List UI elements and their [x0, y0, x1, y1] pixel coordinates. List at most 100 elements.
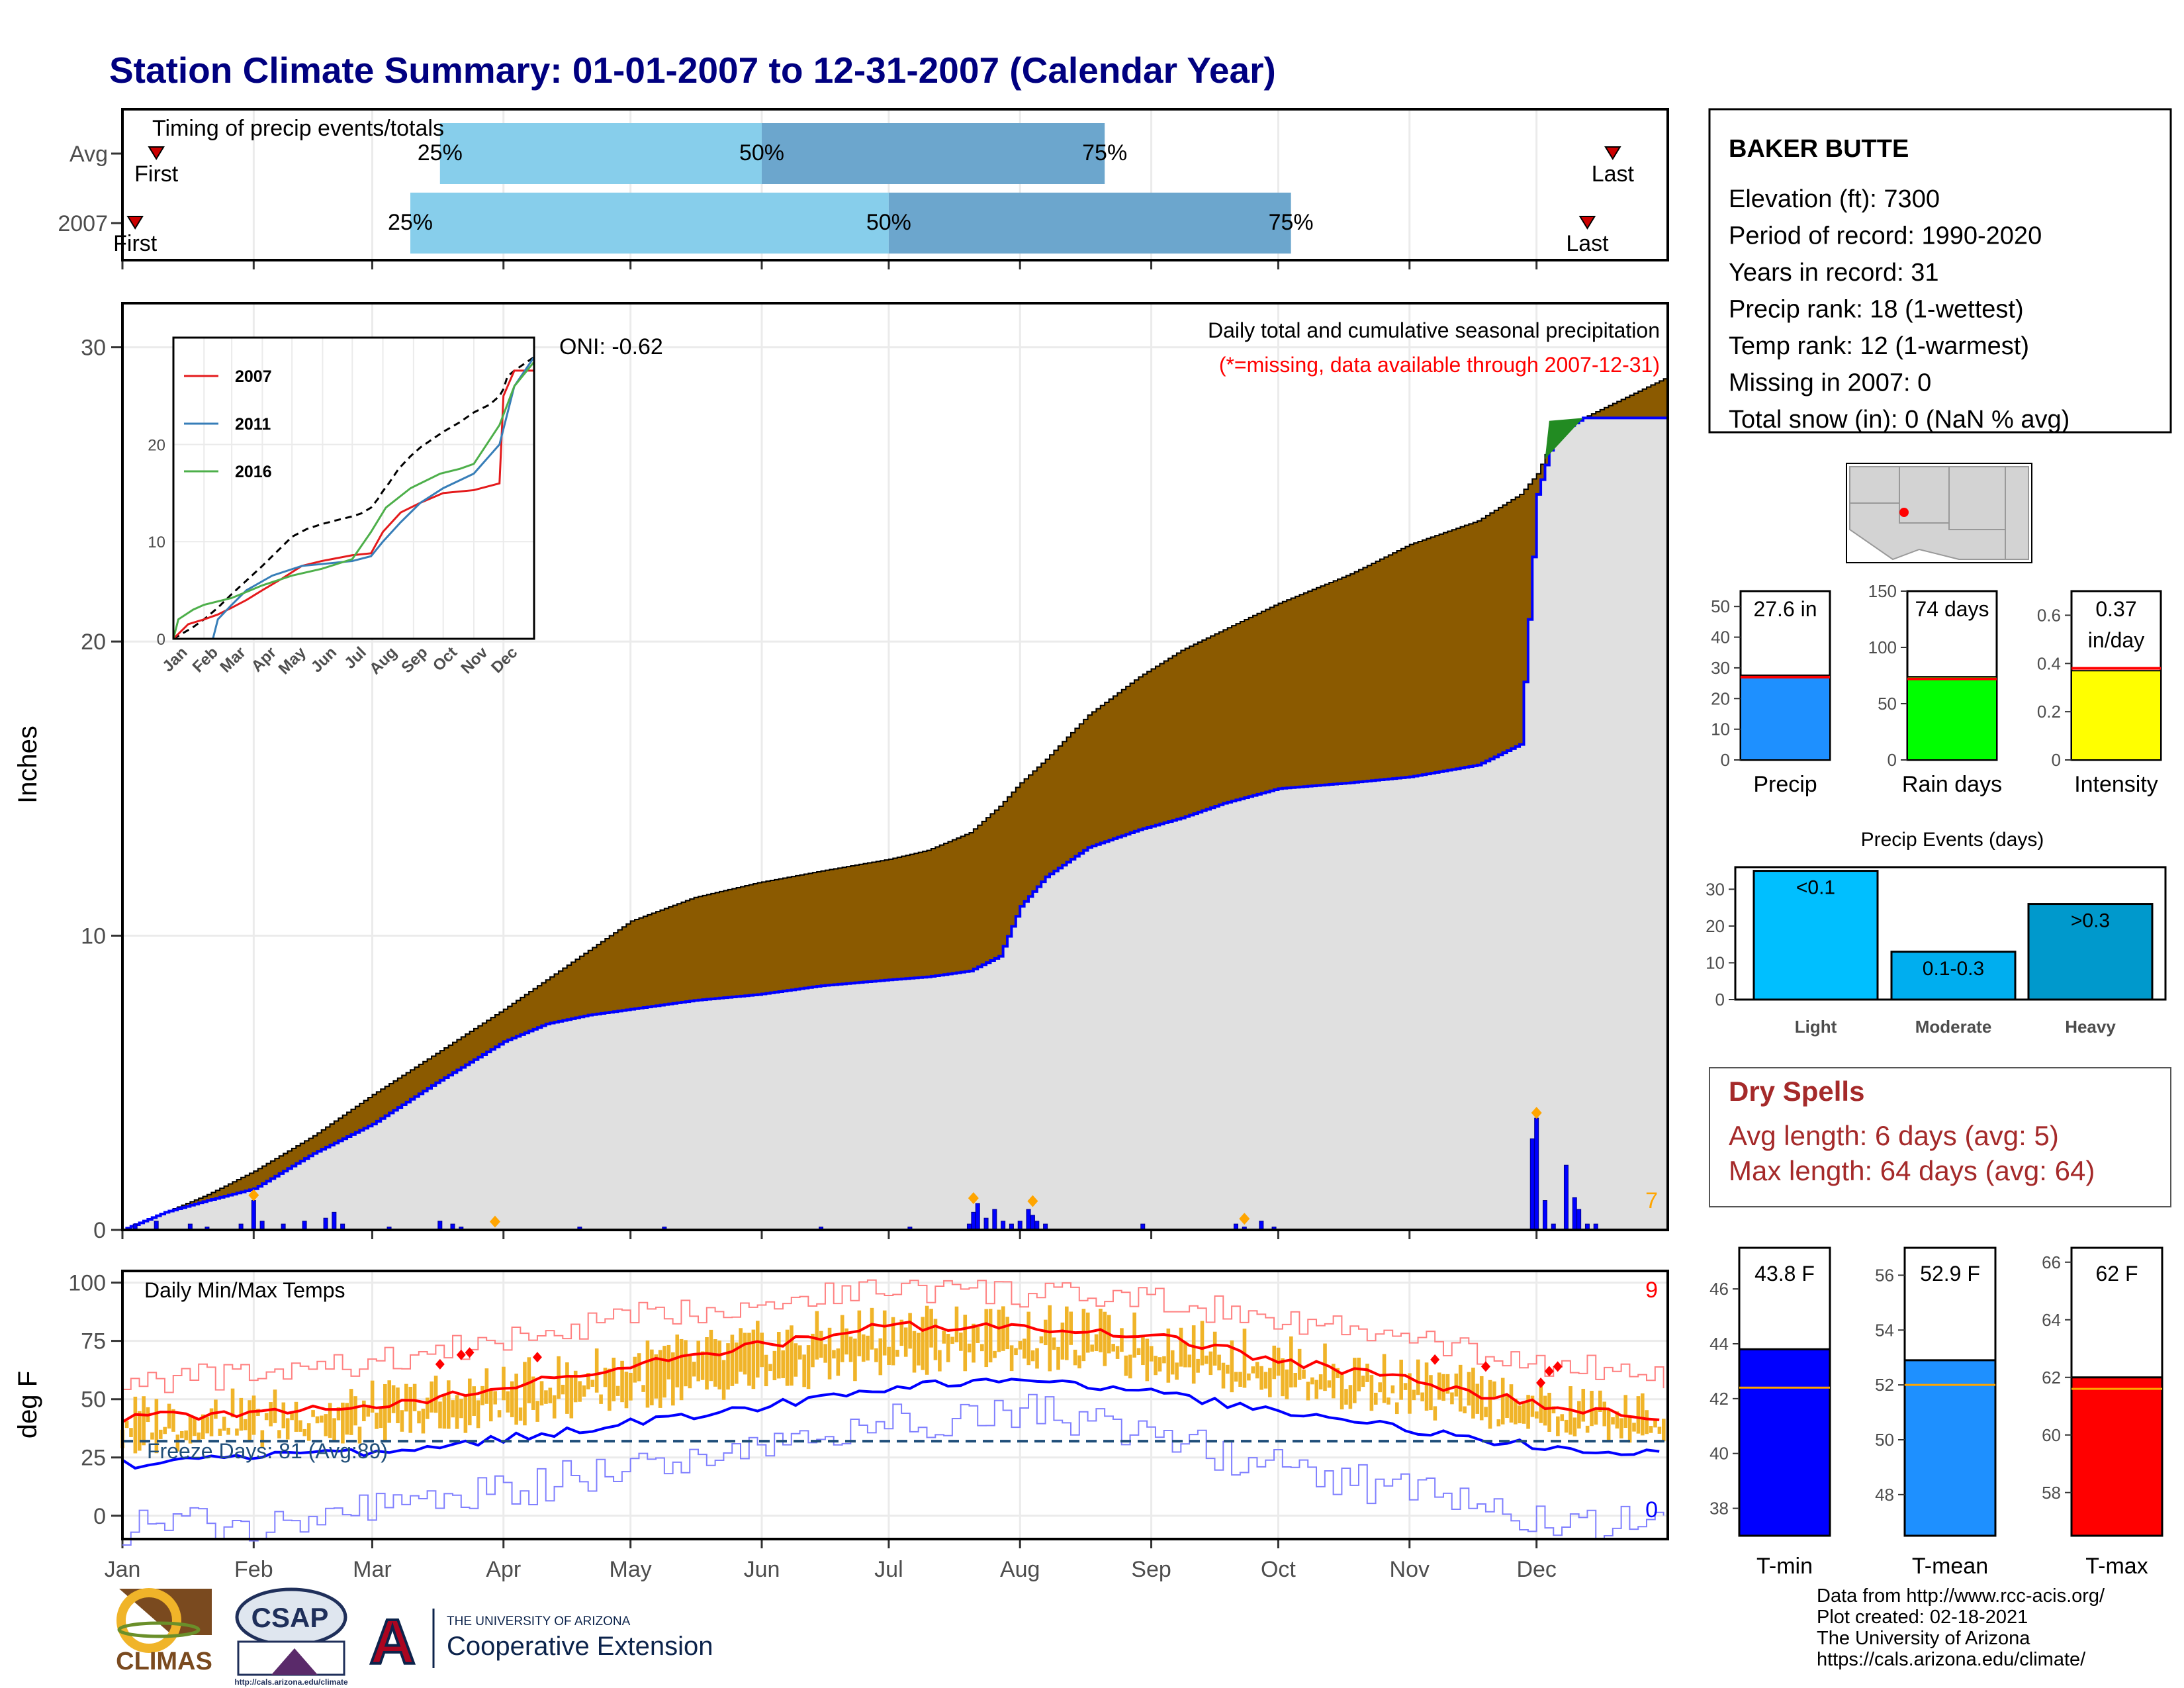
temp-bar-t-mean: 48 50 52 54 56 52.9 F T-mean [1875, 1246, 1997, 1579]
temps-daily-range-bar [938, 1350, 942, 1372]
temps-daily-range-bar [662, 1346, 666, 1398]
timing-label-25: 25% [418, 140, 463, 165]
temps-y-tick-label: 75 [81, 1329, 106, 1354]
temp-bar-tick-label: 62 [2042, 1368, 2061, 1387]
temps-daily-range-bar [1653, 1420, 1657, 1428]
timing-label-75: 75% [1082, 140, 1127, 165]
temps-daily-range-bar [679, 1338, 684, 1401]
precip-daily-bar [1030, 1215, 1035, 1231]
temps-daily-range-bar [615, 1385, 620, 1396]
temps-daily-range-bar [1518, 1405, 1522, 1424]
temps-daily-range-bar [285, 1418, 290, 1440]
precip-daily-bar [251, 1200, 256, 1231]
temps-daily-range-bar [209, 1408, 214, 1436]
temps-record-marker [1553, 1361, 1563, 1372]
temps-daily-range-bar [1136, 1348, 1141, 1356]
month-tick-label: Sep [1131, 1557, 1171, 1582]
month-tick-label: Dec [1516, 1557, 1556, 1582]
temps-record-marker [456, 1349, 466, 1360]
temps-daily-range-bar [899, 1319, 904, 1346]
inset-border [172, 336, 535, 640]
temps-daily-range-bar [1336, 1368, 1340, 1378]
temps-daily-range-bar [387, 1380, 392, 1423]
temps-daily-range-bar [544, 1390, 548, 1404]
temps-daily-range-bar [666, 1344, 671, 1380]
precip-daily-bar [1026, 1209, 1031, 1231]
temps-daily-range-bar [730, 1335, 735, 1386]
temps-daily-range-bar [366, 1405, 371, 1417]
temps-daily-range-bar [230, 1388, 235, 1418]
timing-bar-50-75 [761, 123, 1105, 184]
temps-daily-range-bar [391, 1385, 396, 1413]
temp-bar-tick-label: 56 [1875, 1265, 1894, 1285]
inset-legend-label: 2016 [235, 463, 272, 481]
temps-daily-range-bar [967, 1343, 972, 1353]
temps-y-tick-label: 0 [93, 1504, 106, 1529]
temps-daily-range-bar [167, 1403, 171, 1429]
temp-bar-tick-label: 50 [1875, 1430, 1894, 1450]
temps-daily-range-bar [518, 1407, 523, 1421]
temps-daily-range-bar [1390, 1385, 1395, 1393]
temps-daily-range-bar [328, 1403, 332, 1438]
dry-spells-avg: Avg length: 6 days (avg: 5) [1729, 1120, 2059, 1151]
temps-daily-range-bar [298, 1420, 302, 1432]
timing-row-2007: 25% 50% 75% First Last 2007 [58, 193, 1609, 256]
temps-daily-range-bar [980, 1344, 984, 1352]
temps-daily-range-bar [1272, 1345, 1277, 1380]
temps-daily-range-bar [1179, 1327, 1183, 1367]
temps-daily-range-bar [370, 1380, 375, 1413]
temps-daily-range-bar [201, 1414, 205, 1440]
temps-daily-range-bar [1420, 1392, 1424, 1401]
temps-daily-range-bar [1056, 1346, 1060, 1370]
temps-daily-range-bar [1200, 1321, 1205, 1366]
temps-daily-range-bar [790, 1325, 794, 1386]
temps-daily-range-bar [776, 1332, 781, 1379]
mini-bar-label: Precip [1753, 772, 1817, 797]
temps-daily-range-bar [1627, 1417, 1632, 1443]
mini-bar-tick-label: 20 [1711, 688, 1730, 708]
precip-daily-bar [1529, 1138, 1535, 1231]
temps-daily-range-bar [1111, 1344, 1115, 1352]
temps-record-marker [465, 1347, 475, 1358]
station-info-line: Period of record: 1990-2020 [1729, 222, 2042, 250]
temps-daily-range-bar [917, 1333, 921, 1366]
temps-daily-range-bar [315, 1416, 320, 1424]
temp-bar-tick-label: 46 [1709, 1279, 1729, 1299]
temps-daily-range-bar [552, 1395, 557, 1419]
month-tick-label: Aug [1000, 1557, 1040, 1582]
temps-daily-range-bar [1306, 1382, 1310, 1401]
inset-legend-label: 2007 [235, 367, 272, 386]
mini-bar-label: Rain days [1902, 772, 2002, 797]
temps-cold-count: 0 [1645, 1497, 1658, 1523]
temps-daily-range-bar [1247, 1373, 1251, 1381]
mini-bar-tick-label: 0 [2052, 750, 2061, 770]
temps-daily-range-bar [1463, 1406, 1467, 1414]
temps-daily-range-bar [984, 1309, 989, 1368]
temps-daily-range-bar [1141, 1336, 1145, 1366]
temps-daily-range-bar [1611, 1417, 1615, 1425]
month-tick-label: May [610, 1557, 652, 1582]
dry-spells-border [1709, 1067, 2171, 1207]
inset-y-tick-label: 10 [148, 534, 165, 551]
temps-daily-range-bar [912, 1331, 917, 1373]
station-location-dot [1899, 508, 1909, 517]
precip-event-marker [248, 1189, 259, 1201]
temps-daily-range-bar [506, 1391, 510, 1413]
temps-daily-range-bar [1433, 1406, 1437, 1421]
temps-daily-range-bar [925, 1305, 929, 1375]
temps-daily-range-bar [1594, 1409, 1598, 1425]
precip-daily-bar [971, 1211, 976, 1231]
temps-daily-range-bar [594, 1348, 599, 1393]
temps-daily-range-bar [1242, 1329, 1247, 1388]
temps-daily-range-bar [1081, 1309, 1086, 1362]
temps-daily-range-bar [1484, 1407, 1488, 1417]
temps-daily-range-bar [1632, 1423, 1636, 1432]
temps-daily-range-bar [1357, 1357, 1361, 1391]
precip-daily-bar [323, 1217, 328, 1231]
temps-daily-range-bar [684, 1340, 688, 1387]
temps-daily-range-bar [243, 1419, 248, 1430]
station-info-border [1708, 108, 2172, 434]
temps-daily-range-bar [1657, 1427, 1662, 1434]
timing-bar-50-75 [888, 193, 1291, 254]
temps-daily-range-bar [637, 1353, 641, 1382]
